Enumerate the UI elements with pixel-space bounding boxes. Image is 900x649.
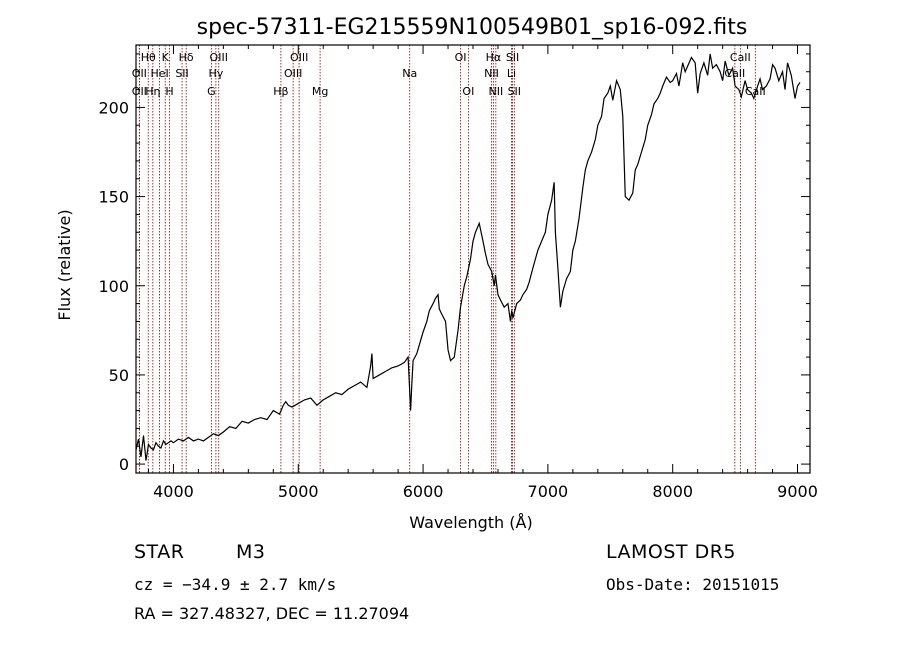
spectral-line-label: NII: [488, 85, 503, 98]
spectral-line-label: SII: [175, 67, 188, 80]
spectral-line-label: NII: [484, 67, 499, 80]
redshift-velocity: cz = −34.9 ± 2.7 km/s: [134, 575, 337, 594]
x-tick-label: 6000: [403, 482, 444, 501]
y-tick-label: 100: [98, 277, 129, 296]
y-axis-label: Flux (relative): [55, 209, 74, 320]
spectral-line-label: Li: [507, 67, 516, 80]
coordinates: RA = 327.48327, DEC = 11.27094: [134, 604, 410, 623]
spectral-line-label: K: [162, 51, 170, 64]
y-tick-label: 200: [98, 98, 129, 117]
spectral-line-label: G: [207, 85, 216, 98]
x-tick-label: 8000: [652, 482, 693, 501]
y-tick-label: 150: [98, 188, 129, 207]
chart-title: spec-57311-EG215559N100549B01_sp16-092.f…: [197, 15, 748, 40]
axis-ticks-layer: 4000 5000 6000 7000 8000 9000 0 50 100 150 200: [98, 45, 818, 501]
spectral-line-label: H: [165, 85, 173, 98]
spectral-line-label: OI: [462, 85, 474, 98]
spectral-line-label: HeI: [150, 67, 168, 80]
observation-date: Obs-Date: 20151015: [606, 575, 780, 594]
y-tick-label: 50: [109, 366, 129, 385]
y-tick-label: 0: [119, 455, 129, 474]
spectral-line-label: Hθ: [141, 51, 156, 64]
spectral-line-label: Hγ: [208, 67, 223, 80]
spectral-line-label: OII: [132, 67, 147, 80]
x-tick-label: 7000: [528, 482, 569, 501]
object-class: STAR: [134, 541, 185, 563]
x-tick-label: 5000: [278, 482, 319, 501]
spectral-line-label: OI: [455, 51, 467, 64]
survey-name: LAMOST DR5: [606, 541, 736, 563]
spectral-line-label: Hη: [145, 85, 160, 98]
spectral-line-label: OIII: [290, 51, 308, 64]
x-tick-label: 9000: [777, 482, 818, 501]
spectral-line-label: OIII: [210, 51, 228, 64]
spectral-line-label: CaII: [730, 51, 751, 64]
object-subclass: M3: [236, 541, 266, 563]
spectral-line-label: Hδ: [179, 51, 194, 64]
spectral-lines-layer: [138, 45, 756, 473]
spectral-line-label: OIII: [284, 67, 302, 80]
spectral-line-label: Na: [402, 67, 417, 80]
spectral-line-label: SII: [508, 85, 521, 98]
spectral-line-label: Hα: [486, 51, 502, 64]
spectrum-series-line: [135, 53, 801, 461]
spectral-line-label: Mg: [312, 85, 328, 98]
spectral-line-label: Hβ: [273, 85, 288, 98]
spectral-line-label: SII: [506, 51, 519, 64]
plot-frame: [135, 44, 811, 474]
x-tick-label: 4000: [153, 482, 194, 501]
x-axis-label: Wavelength (Å): [409, 513, 532, 532]
spectral-line-label: CaII: [724, 67, 745, 80]
